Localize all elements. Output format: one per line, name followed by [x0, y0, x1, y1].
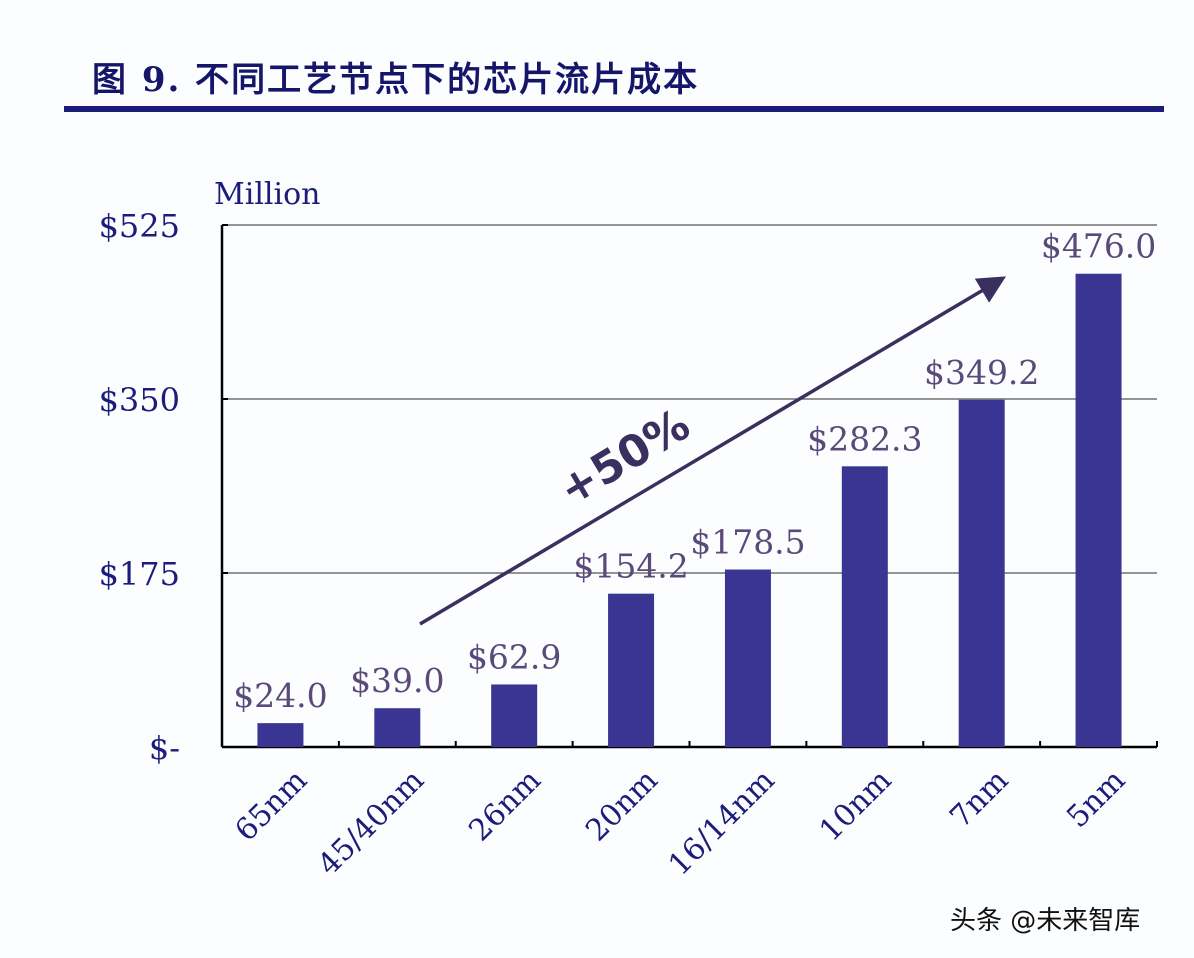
trend-arrow	[419, 276, 1007, 626]
x-tick-label: 65nm	[229, 763, 315, 849]
x-tick-label: 26nm	[462, 763, 548, 849]
bar	[1075, 273, 1122, 747]
x-tick-label: 5nm	[1060, 763, 1132, 835]
data-label: $349.2	[924, 353, 1039, 392]
bar	[841, 466, 888, 747]
x-tick-label: 16/14nm	[662, 763, 782, 883]
bar	[958, 399, 1005, 747]
data-label: $476.0	[1041, 227, 1156, 266]
data-label: $62.9	[467, 637, 561, 676]
data-label: $24.0	[233, 676, 327, 715]
watermark: 头条 @未来智库	[950, 906, 1141, 936]
x-tick-label: 20nm	[579, 763, 665, 849]
bar	[374, 708, 421, 747]
bar	[491, 684, 538, 747]
data-label: $282.3	[807, 419, 922, 458]
y-tick-label: $525	[99, 207, 180, 245]
y-tick-label: $350	[99, 381, 180, 419]
data-label: $154.2	[573, 547, 688, 586]
trend-annotation: +50%	[550, 399, 698, 516]
x-tick-label: 10nm	[813, 763, 899, 849]
bar	[608, 593, 655, 747]
title-rule	[64, 106, 1164, 112]
figure-title: 图 9. 不同工艺节点下的芯片流片成本	[92, 60, 700, 100]
y-tick-label: $175	[99, 555, 180, 593]
y-tick-label: $-	[149, 729, 180, 767]
bar	[724, 569, 771, 747]
bar	[257, 723, 304, 747]
y-axis-label: Million	[214, 177, 320, 212]
x-tick-label: 45/40nm	[311, 763, 431, 883]
data-label: $39.0	[350, 661, 444, 700]
x-tick-label: 7nm	[943, 763, 1015, 835]
data-label: $178.5	[690, 523, 805, 562]
